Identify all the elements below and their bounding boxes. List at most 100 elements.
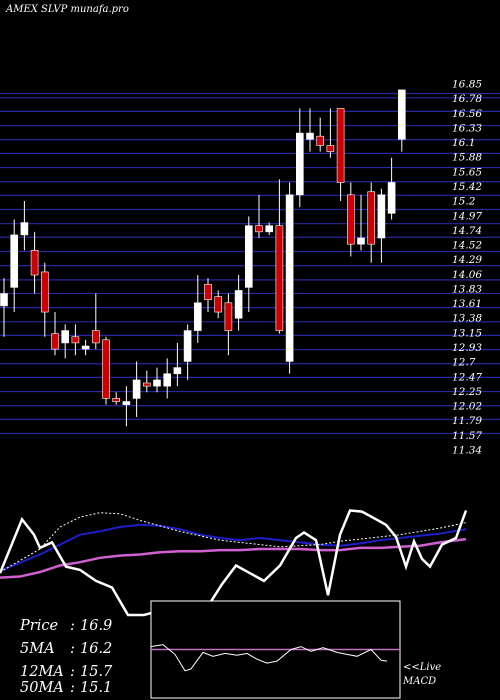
candle <box>122 386 131 427</box>
candle-body-down <box>346 194 355 245</box>
ma-mid-line <box>0 523 467 572</box>
candle-body-down <box>367 191 376 245</box>
candle-body-up <box>81 345 90 350</box>
candle <box>71 324 80 356</box>
y-tick-label: 12.02 <box>452 401 482 413</box>
stat-12ma-value: 15.7 <box>80 664 113 680</box>
candle-body-up <box>357 237 365 245</box>
candle-body-down <box>316 135 325 146</box>
candle <box>265 222 274 235</box>
y-tick-label: 15.42 <box>452 181 482 193</box>
candle <box>275 179 284 334</box>
ma-fast-line <box>0 512 467 573</box>
candle-body-up <box>10 234 18 288</box>
candle <box>163 358 171 399</box>
candle <box>214 290 222 319</box>
y-tick-label: 15.65 <box>452 166 482 178</box>
candle-body-up <box>306 132 314 140</box>
stat-12ma-sep: : <box>70 664 75 680</box>
candle <box>306 108 314 152</box>
candle-body-up <box>0 293 8 307</box>
candle <box>102 336 110 405</box>
candle <box>346 182 355 257</box>
candle-body-up <box>245 225 253 288</box>
candle-body-up <box>163 373 171 387</box>
stat-price-label: Price <box>19 618 58 634</box>
candle <box>153 367 161 393</box>
stat-50ma-value: 15.1 <box>80 680 112 696</box>
candle <box>112 392 120 405</box>
candle-body-up <box>295 132 304 196</box>
candle-body-down <box>71 336 80 344</box>
stat-12ma-label: 12MA <box>20 664 64 680</box>
macd-panel <box>150 644 400 672</box>
candle-body-up <box>194 302 202 331</box>
candle-body-up <box>173 367 182 375</box>
stat-price-value: 16.9 <box>80 618 112 634</box>
candle-body-down <box>336 108 345 183</box>
candle <box>20 200 29 251</box>
candle-body-up <box>20 222 29 236</box>
chart-title: AMEX SLVP munafa.pro <box>5 4 129 15</box>
candle-body-down <box>92 330 100 344</box>
candle-body-up <box>397 89 406 140</box>
price-axis-ticks: 16.85 16.78 16.56 16.33 16.1 15.88 15.65 15.42 1… <box>452 79 482 457</box>
stat-price-sep: : <box>70 618 75 634</box>
ma-slow-line <box>0 537 467 579</box>
candle <box>173 342 182 387</box>
y-tick-label: 11.34 <box>452 445 482 457</box>
candle-body-down <box>30 250 39 276</box>
candle <box>143 370 151 393</box>
candle <box>40 262 49 337</box>
y-tick-label: 16.85 <box>452 79 482 91</box>
candle <box>367 182 376 263</box>
candlestick-series <box>0 89 406 427</box>
y-tick-label: 12.93 <box>452 342 482 354</box>
stat-50ma-sep: : <box>70 680 75 696</box>
candle <box>397 89 406 152</box>
candle <box>326 108 335 158</box>
y-tick-label: 16.56 <box>452 108 482 120</box>
candle-body-down <box>40 271 49 313</box>
y-tick-label: 14.97 <box>452 210 482 222</box>
macd-title-label: MACD <box>402 676 436 687</box>
candle-body-down <box>102 339 110 399</box>
candle <box>61 324 70 359</box>
candle <box>316 117 325 152</box>
candle-body-down <box>224 302 233 331</box>
stat-5ma-label: 5MA <box>20 641 55 657</box>
y-tick-label: 11.57 <box>452 430 482 442</box>
candle-body-down <box>255 225 263 233</box>
candle-body-down <box>214 296 222 313</box>
candle-body-up <box>122 401 131 405</box>
y-tick-label: 16.1 <box>452 137 475 149</box>
candle-body-up <box>183 330 192 362</box>
y-tick-label: 12.47 <box>452 371 482 383</box>
candle-body-up <box>265 225 274 233</box>
moving-average-panel <box>0 509 468 617</box>
candle-body-down <box>326 145 335 152</box>
candle-body-down <box>275 225 284 331</box>
candle-body-down <box>112 398 120 402</box>
y-tick-label: 14.52 <box>452 240 482 252</box>
macd-line <box>150 644 388 672</box>
candle-body-up <box>387 182 396 214</box>
y-tick-label: 15.2 <box>452 196 476 208</box>
candle <box>295 108 304 208</box>
candle <box>357 194 365 251</box>
candle-body-down <box>204 283 212 301</box>
candle <box>51 312 59 356</box>
price-line <box>0 509 468 617</box>
y-tick-label: 13.83 <box>452 283 482 295</box>
y-tick-label: 16.78 <box>452 93 482 105</box>
y-tick-label: 15.88 <box>452 152 482 164</box>
macd-live-label: <<Live <box>403 662 441 673</box>
candle-body-up <box>61 330 70 344</box>
candle <box>204 278 212 313</box>
candle <box>255 194 263 239</box>
candle <box>234 275 243 331</box>
candle <box>81 339 90 356</box>
candle-body-up <box>377 194 386 239</box>
y-tick-label: 13.38 <box>452 313 482 325</box>
